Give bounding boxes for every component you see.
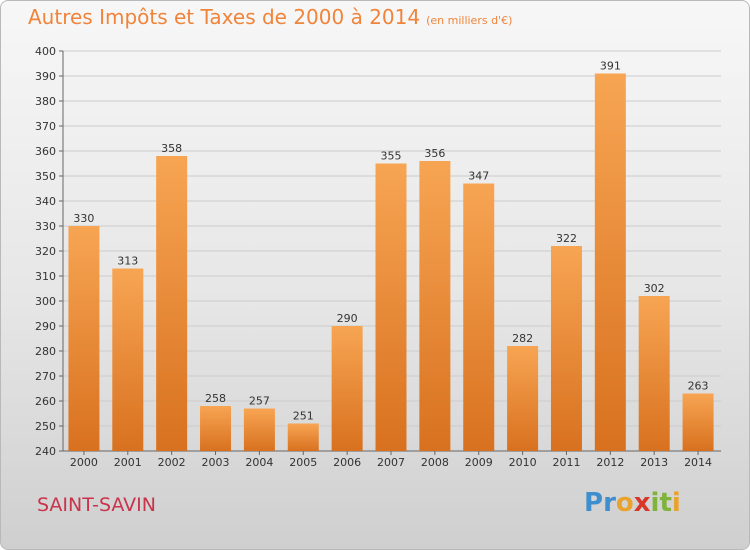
x-tick-label: 2009 <box>465 456 493 469</box>
bar-2005 <box>287 423 319 451</box>
commune-name: SAINT-SAVIN <box>37 494 156 516</box>
x-tick-label: 2002 <box>158 456 186 469</box>
y-tick-label: 360 <box>35 145 56 158</box>
y-tick-label: 370 <box>35 120 56 133</box>
y-tick-label: 380 <box>35 95 56 108</box>
logo-letter: t <box>659 488 672 518</box>
x-tick-label: 2005 <box>289 456 317 469</box>
y-tick-label: 400 <box>35 45 56 58</box>
bar-value-label: 282 <box>512 332 533 345</box>
y-tick-label: 260 <box>35 395 56 408</box>
bars <box>68 73 714 451</box>
y-tick-label: 240 <box>35 445 56 458</box>
title-unit: (en milliers d'€) <box>426 14 513 27</box>
y-tick-label: 330 <box>35 220 56 233</box>
x-tick-label: 2000 <box>70 456 98 469</box>
proxiti-logo[interactable]: Proxiti <box>584 488 681 518</box>
y-tick-label: 310 <box>35 270 56 283</box>
bar-2009 <box>463 183 495 451</box>
x-tick-label: 2008 <box>421 456 449 469</box>
bar-2013 <box>638 296 670 451</box>
y-tick-label: 300 <box>35 295 56 308</box>
bar-value-label: 330 <box>73 212 94 225</box>
bar-value-label: 355 <box>381 150 402 163</box>
bar-value-label: 356 <box>424 147 445 160</box>
bar-value-label: 257 <box>249 395 270 408</box>
logo-letter: r <box>603 488 616 518</box>
logo-letter: o <box>615 488 634 518</box>
bar-value-label: 258 <box>205 392 226 405</box>
bar-2014 <box>682 393 714 451</box>
y-tick-label: 350 <box>35 170 56 183</box>
x-tick-label: 2001 <box>114 456 142 469</box>
x-tick-label: 2006 <box>333 456 361 469</box>
x-tick-label: 2003 <box>202 456 230 469</box>
bar-2011 <box>550 246 582 451</box>
logo-letter: x <box>633 488 651 518</box>
logo-letter: P <box>584 488 604 518</box>
bar-2004 <box>243 408 275 451</box>
bar-value-label: 322 <box>556 232 577 245</box>
bar-value-label: 263 <box>688 380 709 393</box>
logo-letter: i <box>650 488 660 518</box>
x-tick-label: 2010 <box>509 456 537 469</box>
bar-2008 <box>419 161 451 451</box>
bar-value-label: 302 <box>644 282 665 295</box>
y-tick-label: 280 <box>35 345 56 358</box>
x-tick-label: 2012 <box>596 456 624 469</box>
x-tick-label: 2013 <box>640 456 668 469</box>
bar-value-label: 391 <box>600 60 621 73</box>
data-labels: 330 313 358 258 257 251 290 355 356 347 282 322 391 3… <box>73 60 708 423</box>
y-tick-label: 320 <box>35 245 56 258</box>
bar-2003 <box>200 406 232 451</box>
x-tick-label: 2007 <box>377 456 405 469</box>
bar-2010 <box>507 346 539 451</box>
y-tick-label: 250 <box>35 420 56 433</box>
title-main: Autres Impôts et Taxes de 2000 à 2014 <box>28 5 421 29</box>
y-tick-label: 340 <box>35 195 56 208</box>
bar-value-label: 347 <box>468 170 489 183</box>
bar-value-label: 290 <box>337 312 358 325</box>
bar-2007 <box>375 163 407 451</box>
y-tick-label: 390 <box>35 70 56 83</box>
bar-value-label: 358 <box>161 142 182 155</box>
bar-2001 <box>112 268 144 451</box>
bar-2000 <box>68 226 100 451</box>
bar-2002 <box>156 156 188 451</box>
x-tick-label: 2011 <box>552 456 580 469</box>
y-tick-label: 270 <box>35 370 56 383</box>
y-tick-label: 290 <box>35 320 56 333</box>
bar-value-label: 313 <box>117 255 138 268</box>
bar-2012 <box>594 73 626 451</box>
bar-value-label: 251 <box>293 410 314 423</box>
logo-letter: i <box>671 488 681 518</box>
chart-title: Autres Impôts et Taxes de 2000 à 2014 (en… <box>28 5 512 29</box>
x-tick-label: 2004 <box>245 456 273 469</box>
bar-2006 <box>331 326 363 451</box>
x-tick-label: 2014 <box>684 456 712 469</box>
